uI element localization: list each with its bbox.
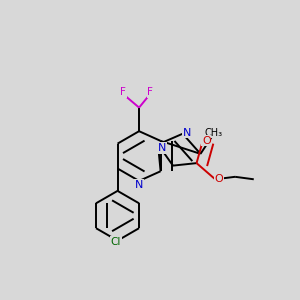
Text: F: F [147,87,153,98]
Text: O: O [202,136,211,146]
Text: O: O [214,174,223,184]
Text: Cl: Cl [111,236,121,247]
Text: N: N [135,180,143,190]
Text: N: N [182,128,191,138]
Text: CH₃: CH₃ [205,128,223,138]
Text: F: F [120,87,126,98]
Text: N: N [158,143,166,153]
